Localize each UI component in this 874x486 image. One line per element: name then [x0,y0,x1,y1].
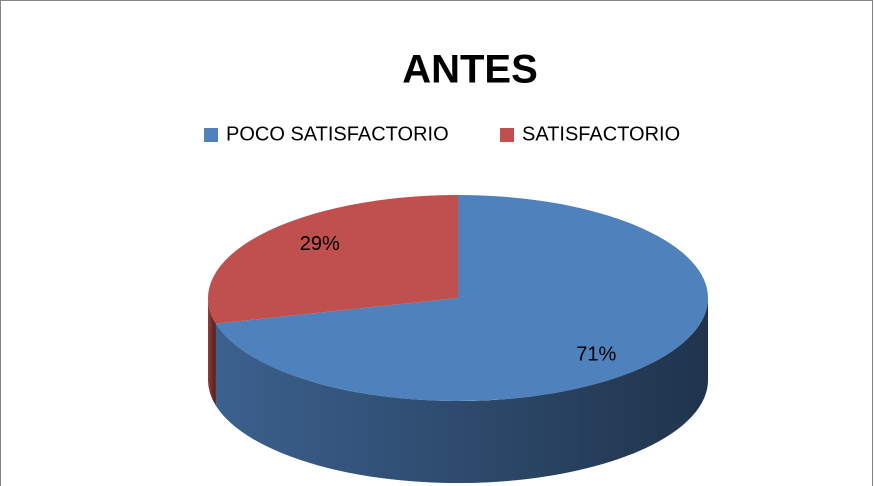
legend-label: SATISFACTORIO [522,123,680,145]
legend-label: POCO SATISFACTORIO [226,123,449,145]
pie: 71% 29% [207,195,709,483]
pie-side-shade [215,298,709,483]
pie-side-shade [208,298,216,406]
legend-swatch [204,128,218,142]
legend-swatch [500,128,514,142]
data-label: 29% [300,233,340,255]
pie-slice [207,195,458,324]
pie-slice [215,195,709,401]
chart-title: ANTES [402,48,538,92]
data-label: 71% [576,343,616,365]
